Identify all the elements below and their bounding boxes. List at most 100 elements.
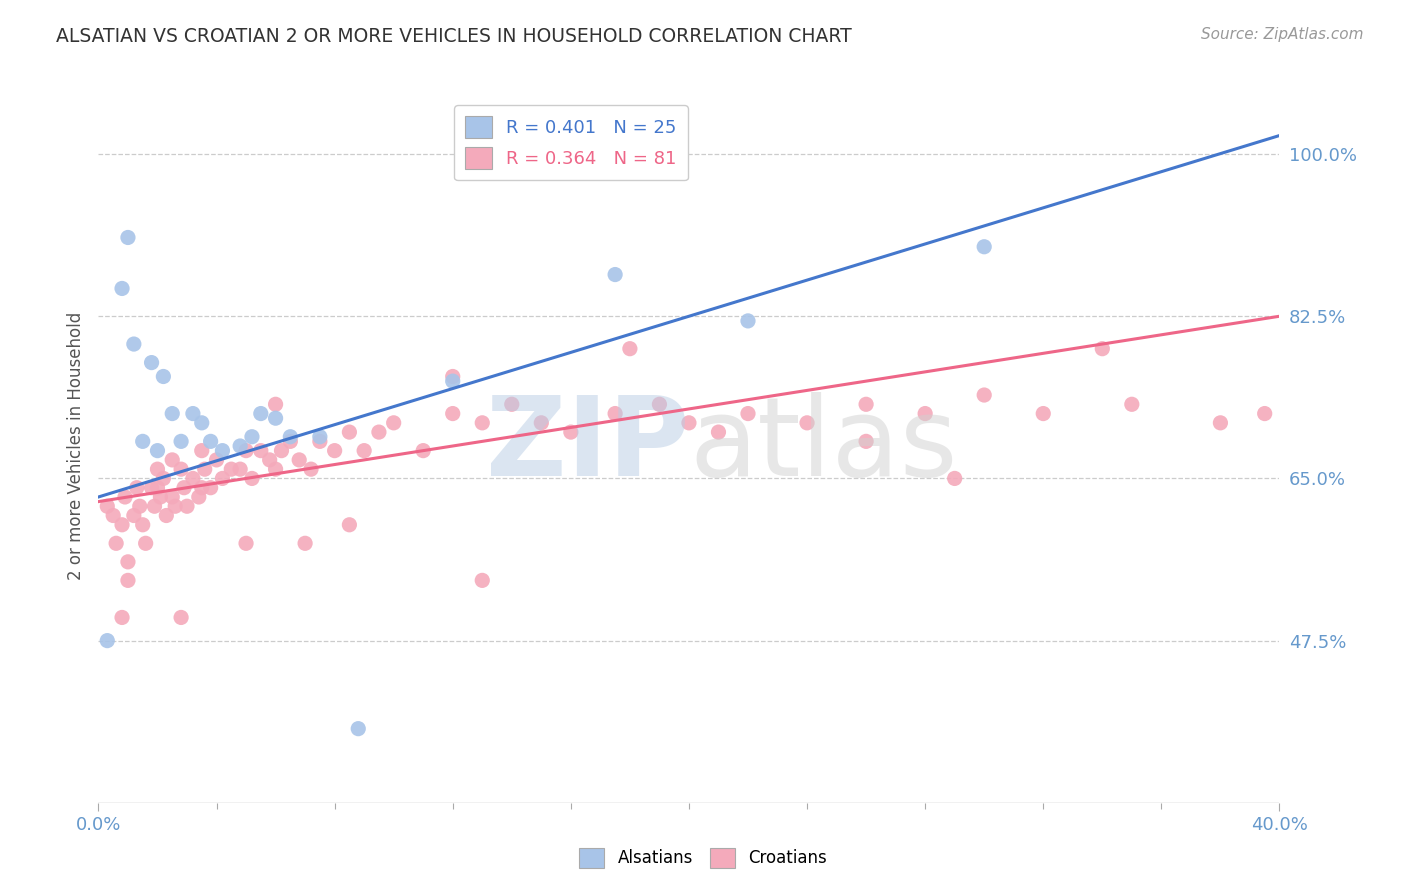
Point [135,536,157,550]
Point [323,443,346,458]
Point [1091,342,1114,356]
Point [111,281,134,295]
Text: ZIP: ZIP [485,392,689,500]
Point [530,416,553,430]
Point [211,443,233,458]
Point [737,407,759,421]
Point [111,610,134,624]
Point [501,397,523,411]
Point [162,490,183,504]
Point [122,508,145,523]
Point [132,517,155,532]
Point [229,462,252,476]
Point [339,517,361,532]
Point [187,490,209,504]
Point [162,453,183,467]
Point [250,443,273,458]
Point [141,481,163,495]
Point [259,453,281,467]
Point [678,416,700,430]
Point [114,490,136,504]
Point [235,443,257,458]
Point [270,443,292,458]
Point [264,462,287,476]
Point [146,462,169,476]
Point [194,462,217,476]
Y-axis label: 2 or more Vehicles in Household: 2 or more Vehicles in Household [66,312,84,580]
Point [191,443,214,458]
Point [309,430,332,444]
Point [117,574,139,588]
Point [162,407,183,421]
Point [117,555,139,569]
Point [205,453,228,467]
Point [240,471,263,485]
Point [170,610,193,624]
Point [1254,407,1277,421]
Point [471,416,494,430]
Point [200,434,222,449]
Point [132,434,155,449]
Point [605,407,627,421]
Point [128,500,150,514]
Point [264,411,287,425]
Point [471,574,494,588]
Point [152,471,174,485]
Point [200,481,222,495]
Point [264,397,287,411]
Point [353,443,375,458]
Point [347,722,370,736]
Point [280,430,302,444]
Point [96,500,118,514]
Point [339,425,361,439]
Point [560,425,582,439]
Point [288,453,311,467]
Point [122,337,145,351]
Point [141,355,163,369]
Point [619,342,641,356]
Point [155,508,177,523]
Point [1209,416,1232,430]
Point [973,240,995,254]
Point [441,374,464,388]
Point [737,314,759,328]
Point [1032,407,1054,421]
Text: Source: ZipAtlas.com: Source: ZipAtlas.com [1201,27,1364,42]
Point [111,517,134,532]
Point [125,481,148,495]
Point [149,490,172,504]
Point [152,369,174,384]
Point [146,481,169,495]
Point [382,416,405,430]
Point [191,416,214,430]
Point [221,462,243,476]
Point [103,508,125,523]
Point [181,407,204,421]
Point [235,536,257,550]
Legend: Alsatians, Croatians: Alsatians, Croatians [572,841,834,875]
Point [165,500,187,514]
Point [176,500,198,514]
Point [914,407,936,421]
Point [96,633,118,648]
Text: ALSATIAN VS CROATIAN 2 OR MORE VEHICLES IN HOUSEHOLD CORRELATION CHART: ALSATIAN VS CROATIAN 2 OR MORE VEHICLES … [56,27,852,45]
Point [280,434,302,449]
Point [796,416,818,430]
Point [309,434,332,449]
Point [294,536,316,550]
Point [1121,397,1143,411]
Point [648,397,671,411]
Point [170,434,193,449]
Point [855,434,877,449]
Point [250,407,273,421]
Point [299,462,322,476]
Point [412,443,434,458]
Point [441,369,464,384]
Point [229,439,252,453]
Point [441,407,464,421]
Point [146,443,169,458]
Point [143,500,166,514]
Legend: R = 0.401   N = 25, R = 0.364   N = 81: R = 0.401 N = 25, R = 0.364 N = 81 [454,105,688,180]
Point [105,536,128,550]
Point [211,471,233,485]
